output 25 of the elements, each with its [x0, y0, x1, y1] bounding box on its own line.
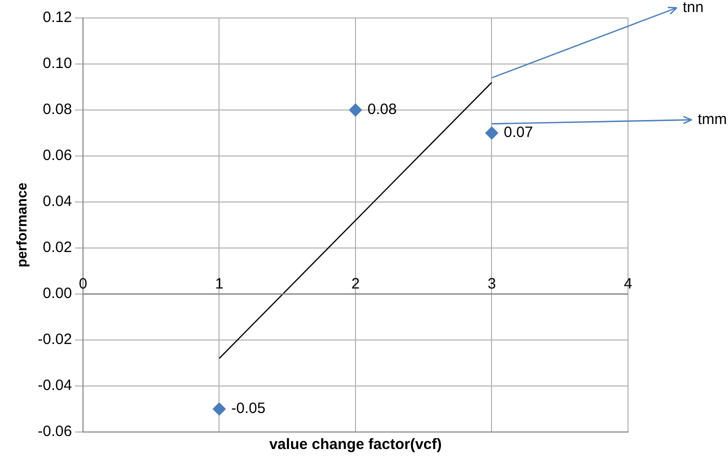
y-tick-label: 0.12: [42, 9, 72, 26]
data-label: -0.05: [231, 400, 266, 418]
point: [348, 104, 362, 116]
y-tick-label: 0.04: [42, 193, 72, 210]
y-axis-title: performance: [13, 182, 30, 268]
y-tick-label: 0.02: [42, 239, 72, 256]
point: [485, 126, 498, 140]
x-tick-label: 0: [78, 276, 88, 293]
y-tick-label: 0.00: [42, 285, 72, 302]
x-tick-label: 4: [624, 276, 632, 293]
point: [212, 402, 226, 416]
y-tick-label: -0.02: [38, 331, 72, 348]
x-axis-title: value change factor(vcf): [269, 436, 442, 454]
y-tick-label: 0.08: [42, 101, 72, 118]
y-tick-label: 0.06: [42, 147, 72, 164]
x-tick-label: 3: [488, 276, 496, 293]
data-label: 0.07: [504, 124, 533, 142]
y-tick-label: 0.10: [42, 55, 72, 72]
y-tick-label: -0.04: [38, 377, 72, 394]
annotation: tnn: [682, 0, 704, 16]
y-tick-label: -0.06: [38, 423, 72, 440]
data-label: 0.08: [367, 101, 397, 118]
x-tick-label: 2: [351, 276, 360, 293]
annotation: tmm: [698, 110, 727, 128]
x-tick-label: 1: [215, 276, 224, 293]
